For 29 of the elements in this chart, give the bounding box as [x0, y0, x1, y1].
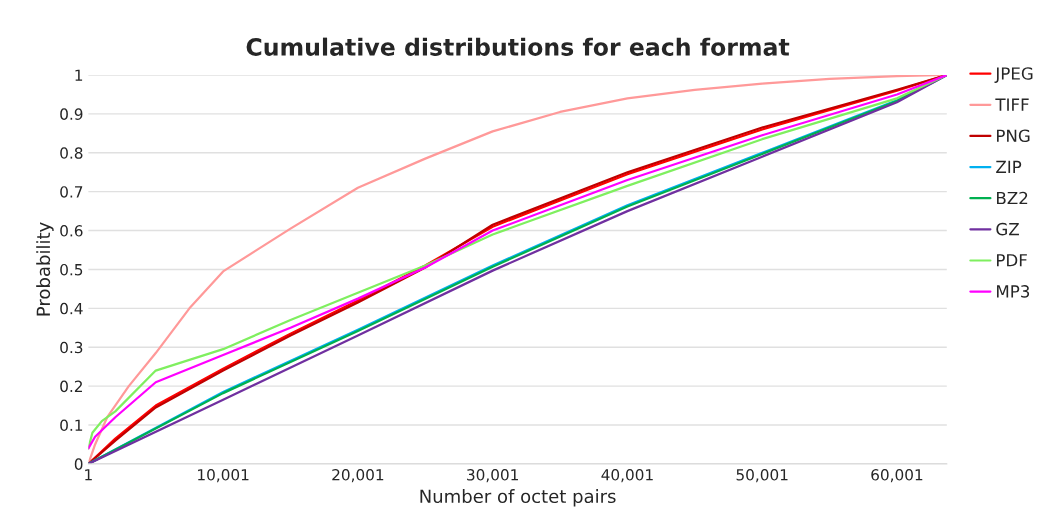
y-axis-title: Probability	[36, 222, 54, 316]
legend-label: TIFF	[995, 98, 1029, 111]
y-tick-label: 0.3	[60, 341, 83, 354]
legend-label: JPEG	[994, 67, 1033, 83]
x-tick-label: 1	[85, 469, 92, 481]
legend-label: PNG	[997, 129, 1030, 143]
y-tick-label: 0.7	[60, 186, 83, 198]
x-tick-label: 20,001	[332, 469, 384, 483]
y-tick-label: 0.9	[60, 108, 83, 120]
y-tick-label: 0.2	[60, 380, 82, 393]
y-tick-label: 0.6	[60, 225, 83, 237]
chart-title: Cumulative distributions for each format	[246, 37, 790, 56]
x-axis-title: Number of octet pairs	[420, 489, 616, 507]
y-tick-label: 0.8	[60, 147, 83, 159]
legend-label: GZ	[996, 222, 1019, 236]
y-tick-label: 0.5	[60, 263, 83, 276]
y-tick-label: 0.1	[60, 419, 83, 432]
legend-label: ZIP	[996, 160, 1022, 173]
y-tick-label: 0	[74, 458, 83, 470]
legend-label: MP3	[997, 285, 1030, 298]
x-tick-label: 30,001	[467, 469, 518, 483]
y-tick-label: 1	[75, 69, 83, 81]
x-tick-label: 10,001	[198, 469, 249, 483]
legend-label: BZ2	[997, 191, 1028, 205]
x-tick-label: 60,001	[871, 469, 923, 483]
y-tick-label: 0.4	[60, 302, 83, 315]
x-tick-label: 40,001	[601, 469, 653, 483]
legend-label: PDF	[997, 254, 1027, 267]
x-tick-label: 50,001	[736, 469, 788, 483]
